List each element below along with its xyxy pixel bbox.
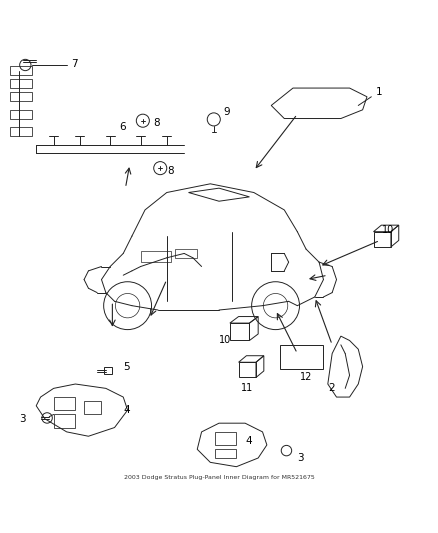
Bar bbox=[230, 323, 250, 341]
Bar bbox=[10, 110, 32, 118]
Bar bbox=[10, 66, 32, 75]
Bar bbox=[104, 367, 112, 374]
Bar bbox=[10, 127, 32, 136]
Bar bbox=[374, 232, 391, 247]
Bar bbox=[176, 249, 197, 258]
Text: 10: 10 bbox=[219, 335, 231, 345]
Text: 6: 6 bbox=[119, 122, 126, 132]
Bar bbox=[141, 251, 171, 262]
Text: 8: 8 bbox=[154, 118, 160, 128]
Bar bbox=[10, 79, 32, 88]
Text: 4: 4 bbox=[123, 405, 130, 415]
Text: 1: 1 bbox=[376, 87, 382, 98]
Text: 7: 7 bbox=[71, 59, 78, 69]
Text: 11: 11 bbox=[241, 383, 253, 393]
Text: 2003 Dodge Stratus Plug-Panel Inner Diagram for MR521675: 2003 Dodge Stratus Plug-Panel Inner Diag… bbox=[124, 475, 314, 480]
Text: 9: 9 bbox=[223, 107, 230, 117]
Text: 8: 8 bbox=[167, 166, 173, 176]
Text: 10: 10 bbox=[382, 224, 395, 235]
Bar bbox=[10, 92, 32, 101]
Text: 3: 3 bbox=[297, 453, 304, 463]
Text: 4: 4 bbox=[245, 435, 252, 446]
Bar bbox=[239, 362, 256, 377]
Text: 3: 3 bbox=[19, 414, 25, 424]
Text: 2: 2 bbox=[328, 383, 335, 393]
Bar bbox=[280, 345, 323, 369]
Text: 5: 5 bbox=[123, 361, 130, 372]
Text: 12: 12 bbox=[300, 373, 312, 383]
